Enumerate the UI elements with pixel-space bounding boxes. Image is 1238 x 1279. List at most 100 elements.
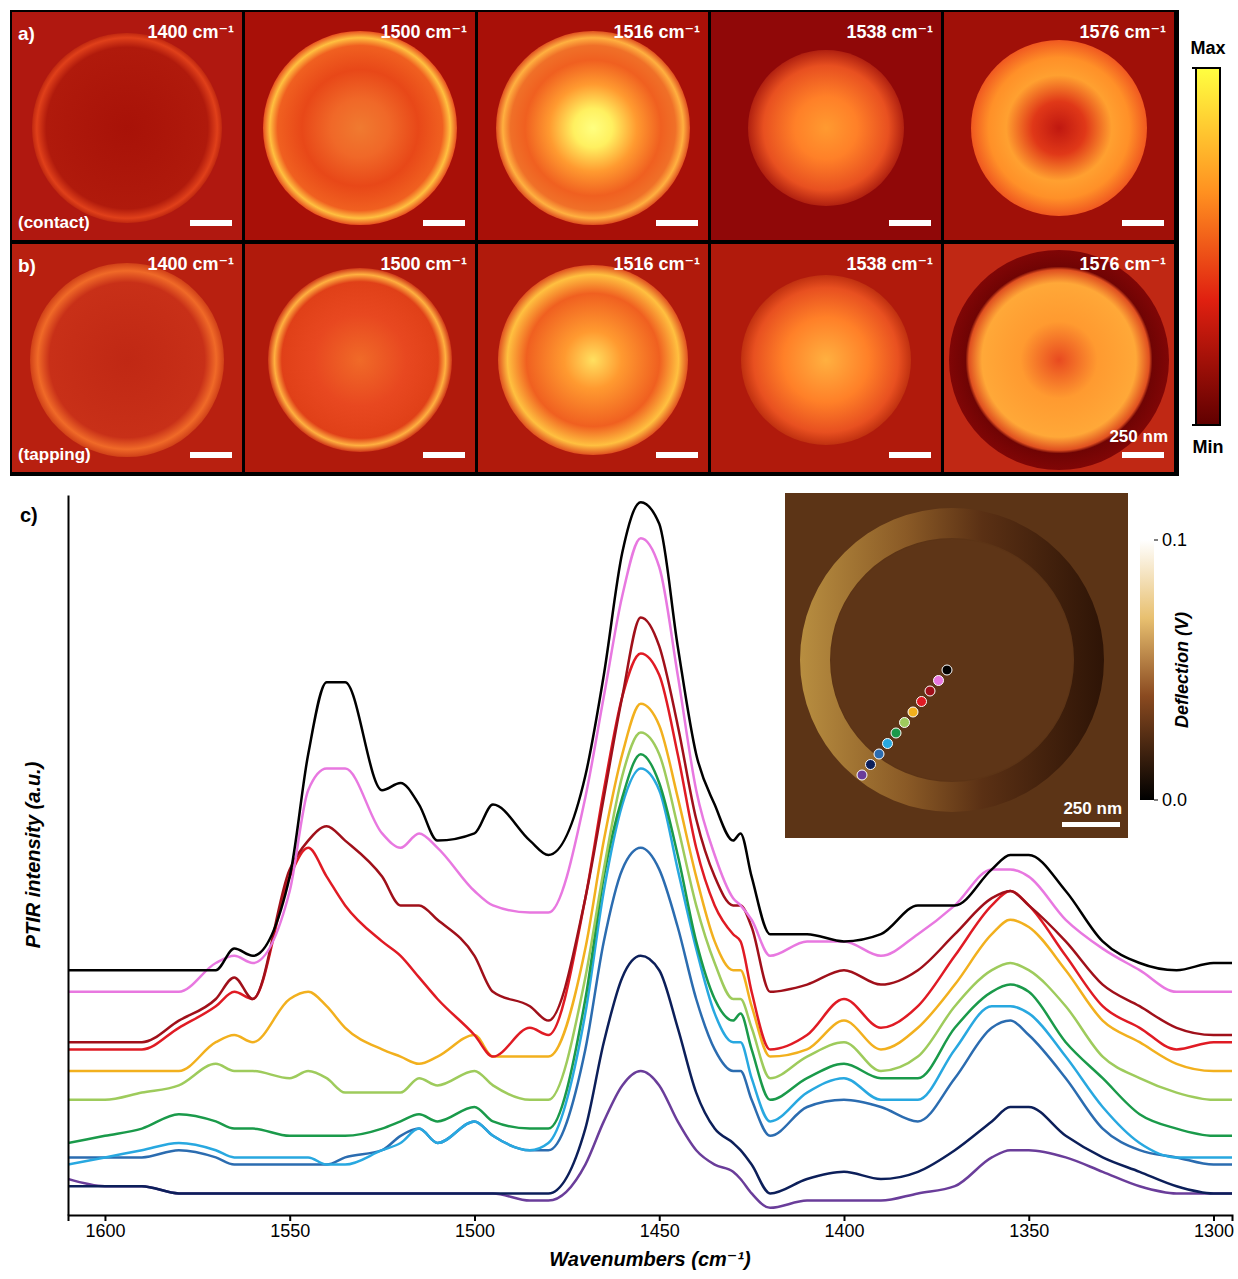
wavenumber-label: 1576 cm⁻¹ [1079,254,1166,274]
measurement-point [908,707,918,717]
map-image [944,244,1174,472]
scale-label: 250 nm [1109,427,1168,446]
scale-bar [423,220,465,226]
wavenumber-label: 1500 cm⁻¹ [380,254,467,274]
scale-bar [656,452,698,458]
map-image [478,12,708,240]
wavenumber-label: 1538 cm⁻¹ [846,254,933,274]
panel-letter: b) [18,255,36,276]
map-background [12,12,242,240]
y-axis [68,496,69,1216]
mode-label: (contact) [18,213,90,232]
scale-bar [1122,452,1164,458]
map-frame [10,10,1179,476]
map-image [944,12,1174,240]
spectrum [68,502,1232,970]
map-background [245,12,475,240]
colorbar-bar [1196,68,1220,425]
x-tick-label: 1500 [455,1221,495,1241]
map-disk [971,40,1147,216]
x-tick: 1450 [640,1215,680,1241]
map-disk [30,263,224,457]
afm-center [831,539,1073,781]
afm-image [785,493,1128,838]
map-background [944,12,1174,240]
y-axis-line [68,496,70,1216]
map-image [12,244,242,472]
colorbar-tick-label: 0.1 [1162,530,1187,550]
y-axis-title: PTIR intensity (a.u.) [22,761,44,948]
panel-letter: c) [20,504,38,526]
spectrum [68,1071,1232,1208]
x-tick: 1550 [270,1215,310,1241]
map-panel: 1400 cm⁻¹ [12,244,242,472]
wavenumber-label: 1400 cm⁻¹ [147,22,234,42]
wavenumber-label: 1400 cm⁻¹ [147,254,234,274]
x-tick-label: 1600 [85,1221,125,1241]
map-image [245,244,475,472]
map-background [478,12,708,240]
figure: 1600155015001450140013501300Wavenumbers … [0,0,1238,1279]
map-disk [748,50,904,206]
measurement-point [942,665,952,675]
map-disk [263,31,457,225]
map-panel: 1576 cm⁻¹ [944,12,1174,240]
map-disk [268,268,452,452]
map-panel: 1538 cm⁻¹ [711,12,941,240]
map-panel: 1400 cm⁻¹ [12,12,242,240]
colorbar-tick-label: Max [1190,38,1225,58]
map-image [12,12,242,240]
colorbar-tick-label: 0.0 [1162,790,1187,810]
colorbar-title: Deflection (V) [1172,612,1192,728]
map-background [12,244,242,472]
map-disk [32,33,222,223]
colorbar-tick [1154,800,1158,801]
scale-label: 250 nm [1063,799,1122,818]
map-panel: 1500 cm⁻¹ [245,12,475,240]
map-panel: 1538 cm⁻¹ [711,244,941,472]
measurement-point [866,760,876,770]
measurement-point [900,718,910,728]
colorbar-tick [1154,540,1158,541]
inset-colorbar: 0.1 0.0 Deflection (V) [1140,530,1192,810]
map-background [711,12,941,240]
map-background [944,244,1174,472]
measurement-point [925,686,935,696]
afm-ring [800,508,1104,812]
scale-bar [889,220,931,226]
wavenumber-label: 1516 cm⁻¹ [613,254,700,274]
colorbar: Max Min [1190,38,1225,457]
mode-label: (tapping) [18,445,91,464]
panel-letter: a) [18,23,35,44]
measurement-point [874,749,884,759]
wavenumber-label: 1538 cm⁻¹ [846,22,933,42]
x-tick: 1600 [85,1215,125,1241]
colorbar-tick [1192,424,1196,426]
map-image [711,12,941,240]
wavenumber-label: 1500 cm⁻¹ [380,22,467,42]
x-axis: 1600155015001450140013501300 [69,1215,1235,1241]
measurement-point [891,728,901,738]
scale-bar [1062,822,1120,827]
x-tick: 1400 [824,1215,864,1241]
map-disk [496,31,690,225]
map-background [478,244,708,472]
map-image [478,244,708,472]
map-panel: 1516 cm⁻¹ [478,12,708,240]
colorbar-tick-label: Min [1193,437,1224,457]
scale-bar [190,220,232,226]
x-axis-title: Wavenumbers (cm⁻¹) [549,1248,751,1270]
measurement-point [857,770,867,780]
map-background [245,244,475,472]
x-tick-label: 1550 [270,1221,310,1241]
wavenumber-label: 1576 cm⁻¹ [1079,22,1166,42]
scale-bar [423,452,465,458]
map-disk [949,250,1169,470]
scale-bar [190,452,232,458]
colorbar-tick [1192,67,1196,69]
x-tick-label: 1350 [1009,1221,1049,1241]
afm-inset: 250 nm [785,493,1128,838]
map-panel: 1516 cm⁻¹ [478,244,708,472]
map-disk [741,275,911,445]
scale-bar [656,220,698,226]
